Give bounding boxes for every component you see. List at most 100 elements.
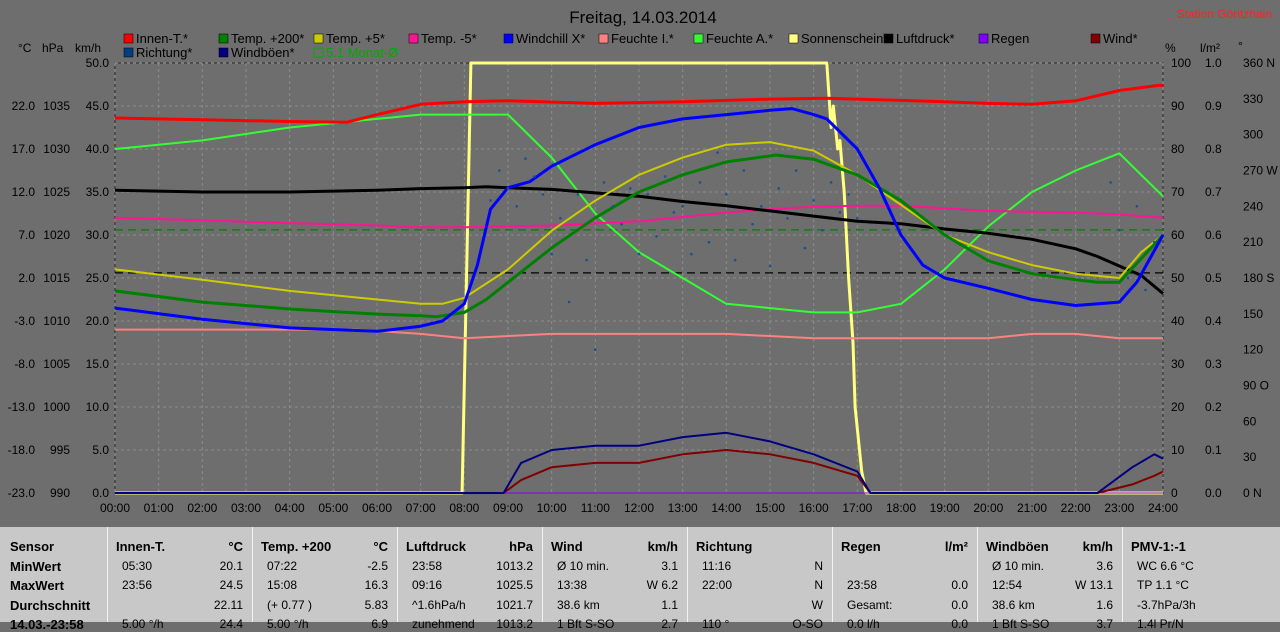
table-column: Temp. +200 °C 07:22 -2.5 15:08 16.3 (+ 0.77 ) 5… [253, 527, 398, 631]
y-tick-pct: 90 [1171, 99, 1185, 113]
series-line-wind- [115, 449, 1164, 494]
y-tick-deg: 0 N [1243, 486, 1262, 500]
table-cell: 38.6 km [557, 598, 600, 612]
richtung-point [672, 211, 676, 214]
table-cell: Windböen [986, 539, 1049, 554]
richtung-point [751, 223, 754, 226]
axis-unit-deg: ° [1238, 39, 1243, 53]
richtung-point [794, 169, 798, 172]
x-tick-label: 18:00 [886, 501, 916, 515]
x-tick-label: 03:00 [231, 501, 261, 515]
table-cell: 3.7 [1096, 617, 1113, 631]
y-tick-pct: 60 [1171, 228, 1185, 242]
x-tick-label: 15:00 [755, 501, 785, 515]
richtung-point [716, 151, 719, 154]
table-cell: 07:22 [267, 559, 298, 573]
series-line-temp-200- [114, 153, 1165, 319]
table-cell: Ø 10 min. [557, 559, 610, 573]
x-tick-label: 14:00 [711, 501, 741, 515]
table-column-separator [977, 527, 978, 622]
table-cell: 05:30 [122, 559, 153, 573]
richtung-point [1144, 288, 1147, 292]
y-tick-deg: 30 [1243, 450, 1257, 464]
y-tick-c: -18.0 [8, 443, 36, 457]
table-cell: 110 ° [702, 617, 730, 631]
richtung-point [812, 199, 815, 202]
summary-table: Sensor MinWert MaxWert Durchschnitt 14.03.-2… [0, 527, 1280, 632]
y-tick-deg: 60 [1243, 414, 1257, 428]
table-cell: 1.4l Pr/N [1137, 617, 1184, 631]
y-tick-deg: 210 [1243, 235, 1263, 249]
y-tick-hpa: 1025 [43, 185, 70, 199]
y-tick-lm2: 0.5 [1205, 271, 1222, 285]
legend-label: Temp. +5* [326, 31, 385, 46]
table-cell: W 13.1 [1074, 578, 1113, 592]
series-line-feuchte-a- [114, 113, 1164, 314]
richtung-point [594, 348, 597, 352]
x-tick-label: 13:00 [668, 501, 698, 515]
table-cell: zunehmend [412, 617, 475, 631]
weather-chart: 00:00 01:00 02:00 03:00 04:00 05:00 06:00 07:00… [7, 7, 1279, 515]
table-cell: 1 Bft S-SO [992, 617, 1050, 631]
y-tick-hpa: 1005 [43, 357, 70, 371]
y-tick-c: 7.0 [18, 228, 35, 242]
y-tick-pct: 0 [1171, 486, 1178, 500]
legend-swatch [218, 33, 229, 44]
richtung-point [629, 187, 632, 190]
x-tick-label: 02:00 [187, 501, 217, 515]
table-cell: ^1.6hPa/h [412, 598, 466, 612]
richtung-point [646, 193, 649, 196]
y-tick-hpa: 1030 [43, 142, 70, 156]
richtung-point [532, 175, 536, 178]
table-column-separator [832, 527, 833, 622]
table-cell: 12:54 [992, 578, 1023, 592]
table-cell: W 6.2 [646, 578, 678, 592]
y-tick-pct: 40 [1171, 314, 1185, 328]
table-cell: 0.0 [951, 578, 968, 592]
x-tick-label: 17:00 [842, 501, 872, 515]
richtung-point [585, 258, 588, 262]
legend-label: Temp. -5* [421, 31, 477, 46]
richtung-point [742, 169, 746, 172]
table-cell: 11:16 [702, 559, 732, 573]
richtung-point [690, 252, 693, 256]
y-tick-hpa: 1000 [43, 400, 70, 414]
richtung-point [829, 181, 833, 184]
x-tick-label: 07:00 [406, 501, 436, 515]
y-tick-pct: 20 [1171, 400, 1185, 414]
richtung-point [637, 252, 641, 256]
y-tick-kmh: 50.0 [86, 56, 110, 70]
y-tick-hpa: 1010 [43, 314, 70, 328]
legend-swatch [1090, 33, 1101, 44]
richtung-point [1109, 181, 1112, 184]
richtung-point [663, 175, 667, 178]
table-cell: PMV-1:-1 [1131, 539, 1186, 554]
richtung-point [1153, 240, 1156, 244]
x-tick-label: 11:00 [581, 501, 610, 515]
table-column-separator [542, 527, 543, 622]
richtung-point [524, 157, 527, 160]
y-tick-hpa: 1015 [43, 271, 70, 285]
y-tick-kmh: 10.0 [86, 400, 110, 414]
y-tick-deg: 330 [1243, 92, 1263, 106]
table-cell: Ø 10 min. [992, 559, 1045, 573]
y-tick-c: 2.0 [18, 271, 35, 285]
y-tick-kmh: 0.0 [92, 486, 109, 500]
table-cell: 13:38 [557, 578, 588, 592]
y-tick-lm2: 0.4 [1205, 314, 1222, 328]
table-cell: 0.0 [951, 598, 968, 612]
table-cell: 1.6 [1096, 598, 1113, 612]
y-tick-lm2: 0.3 [1205, 357, 1222, 371]
legend-swatch [788, 33, 799, 44]
x-tick-label: 24:00 [1148, 501, 1178, 515]
series-line-windb-en- [115, 431, 1164, 494]
y-tick-lm2: 0.0 [1205, 486, 1222, 500]
legend-swatch [503, 33, 514, 44]
y-tick-kmh: 20.0 [86, 314, 110, 328]
richtung-point [611, 205, 615, 208]
legend-swatch [408, 33, 419, 44]
x-tick-label: 10:00 [537, 501, 567, 515]
richtung-point [602, 181, 606, 184]
y-tick-lm2: 0.9 [1205, 99, 1222, 113]
y-tick-hpa: 995 [50, 443, 70, 457]
